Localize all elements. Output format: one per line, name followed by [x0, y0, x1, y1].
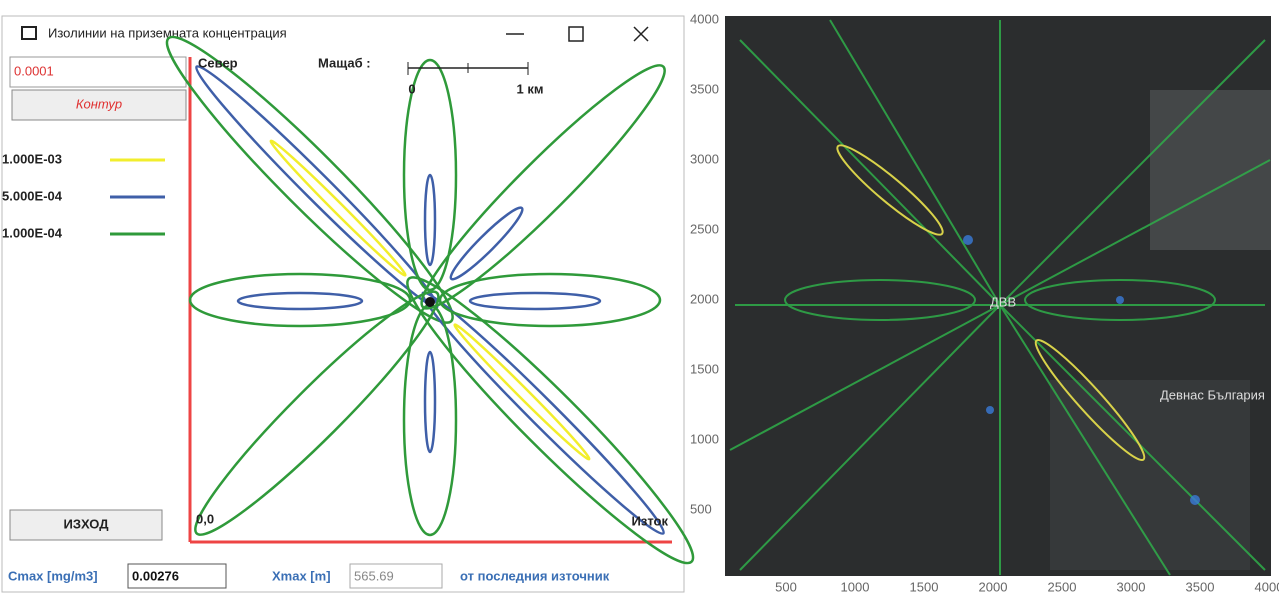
map-label: Девнас България	[1160, 387, 1265, 402]
legend-label: 1.000E-03	[2, 151, 62, 166]
map-x-tick-label: 1500	[910, 579, 939, 594]
screen: Изолинии на приземната концентрация 0.00…	[0, 0, 1279, 594]
map-y-tick-label: 1500	[690, 361, 719, 376]
north-label: Север	[198, 55, 238, 70]
xmax-value: 565.69	[354, 568, 394, 583]
map-y-tick-label: 4000	[690, 11, 719, 26]
map-y-tick-label: 3000	[690, 151, 719, 166]
east-label: Изток	[632, 513, 669, 528]
map-x-tick-label: 4000	[1255, 579, 1279, 594]
map-label: ДВВ	[990, 294, 1016, 309]
map-y-tick-label: 2000	[690, 291, 719, 306]
map-x-tick-label: 3500	[1186, 579, 1215, 594]
map-y-tick-label: 2500	[690, 221, 719, 236]
cmax-value: 0.00276	[132, 568, 179, 583]
map-x-tick-label: 2500	[1048, 579, 1077, 594]
map-x-tick-label: 1000	[841, 579, 870, 594]
legend-label: 1.000E-04	[2, 225, 63, 240]
legend-label: 5.000E-04	[2, 188, 63, 203]
map-y-tick-label: 500	[690, 501, 712, 516]
scale-end: 1 км	[517, 81, 544, 96]
map-x-tick-label: 3000	[1117, 579, 1146, 594]
map-x-tick-label: 500	[775, 579, 797, 594]
map-y-tick-label: 1000	[690, 431, 719, 446]
contour-button-label[interactable]: Контур	[76, 96, 122, 111]
xmax-label: Xmax [m]	[272, 568, 331, 583]
source-note: от последния източник	[460, 568, 610, 583]
map-x-tick-label: 2000	[979, 579, 1008, 594]
exit-button-label[interactable]: ИЗХОД	[63, 516, 109, 531]
scale-start: 0	[408, 81, 415, 96]
origin-label: 0,0	[196, 511, 214, 526]
map-y-tick-label: 3500	[690, 81, 719, 96]
page: Изолинии на приземната концентрация 0.00…	[0, 0, 1279, 594]
cmax-label: Cmax [mg/m3]	[8, 568, 98, 583]
scale-label: Мащаб :	[318, 55, 371, 70]
threshold-value[interactable]: 0.0001	[14, 63, 54, 78]
